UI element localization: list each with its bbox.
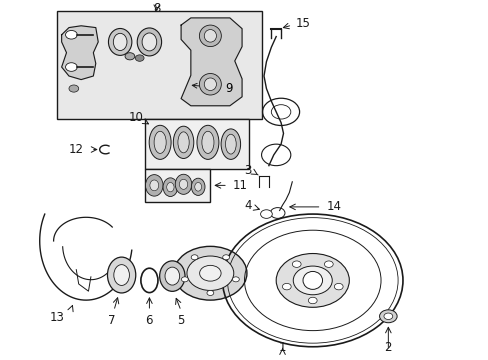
Circle shape: [222, 255, 229, 260]
Ellipse shape: [221, 129, 240, 159]
Ellipse shape: [137, 28, 161, 56]
Ellipse shape: [159, 261, 184, 291]
Circle shape: [69, 85, 79, 92]
Circle shape: [260, 210, 272, 219]
Ellipse shape: [108, 28, 132, 55]
Circle shape: [383, 313, 392, 319]
Text: 2: 2: [384, 341, 391, 354]
Circle shape: [292, 261, 301, 267]
Circle shape: [276, 253, 348, 307]
Ellipse shape: [164, 267, 179, 285]
Text: 4: 4: [244, 199, 251, 212]
Text: 9: 9: [192, 82, 232, 95]
Text: 8: 8: [153, 3, 160, 15]
Ellipse shape: [199, 25, 221, 46]
Text: 15: 15: [295, 17, 310, 30]
Ellipse shape: [150, 180, 158, 191]
Circle shape: [206, 291, 213, 296]
Circle shape: [324, 261, 332, 267]
Ellipse shape: [204, 30, 216, 42]
Ellipse shape: [163, 178, 177, 197]
Text: 6: 6: [144, 315, 152, 328]
Ellipse shape: [113, 33, 127, 50]
Circle shape: [181, 277, 188, 282]
Circle shape: [334, 283, 343, 290]
Text: 13: 13: [49, 311, 64, 324]
Ellipse shape: [173, 126, 193, 158]
Text: 12: 12: [69, 143, 83, 156]
Ellipse shape: [142, 33, 157, 51]
Ellipse shape: [178, 132, 189, 153]
Circle shape: [293, 266, 331, 295]
Text: 7: 7: [108, 315, 115, 328]
Text: 11: 11: [232, 179, 247, 192]
Ellipse shape: [149, 125, 171, 159]
Ellipse shape: [107, 257, 136, 293]
Circle shape: [379, 310, 396, 323]
Circle shape: [232, 277, 239, 282]
Text: 5: 5: [177, 315, 184, 328]
Circle shape: [282, 283, 290, 290]
Ellipse shape: [194, 183, 201, 191]
Ellipse shape: [303, 271, 322, 289]
Ellipse shape: [175, 174, 191, 194]
Ellipse shape: [166, 183, 174, 192]
Circle shape: [308, 297, 317, 304]
Ellipse shape: [225, 134, 236, 154]
Circle shape: [65, 31, 77, 39]
Circle shape: [65, 63, 77, 71]
Polygon shape: [181, 18, 242, 106]
Circle shape: [191, 255, 198, 260]
Text: 14: 14: [326, 201, 341, 213]
Ellipse shape: [191, 178, 204, 195]
Bar: [144, 119, 249, 169]
Polygon shape: [61, 26, 98, 80]
Ellipse shape: [114, 265, 129, 285]
Circle shape: [173, 246, 246, 300]
Ellipse shape: [202, 131, 214, 153]
Ellipse shape: [179, 179, 187, 189]
Bar: [144, 169, 210, 202]
Circle shape: [125, 53, 135, 60]
Text: 1: 1: [278, 341, 285, 354]
Text: 10: 10: [128, 111, 143, 124]
Ellipse shape: [145, 175, 163, 196]
Bar: [57, 12, 261, 119]
Circle shape: [135, 55, 144, 61]
Ellipse shape: [204, 78, 216, 90]
Circle shape: [186, 256, 233, 291]
Ellipse shape: [197, 125, 219, 159]
Ellipse shape: [199, 73, 221, 95]
Ellipse shape: [154, 131, 166, 153]
Circle shape: [199, 265, 221, 281]
Text: 3: 3: [244, 164, 251, 177]
